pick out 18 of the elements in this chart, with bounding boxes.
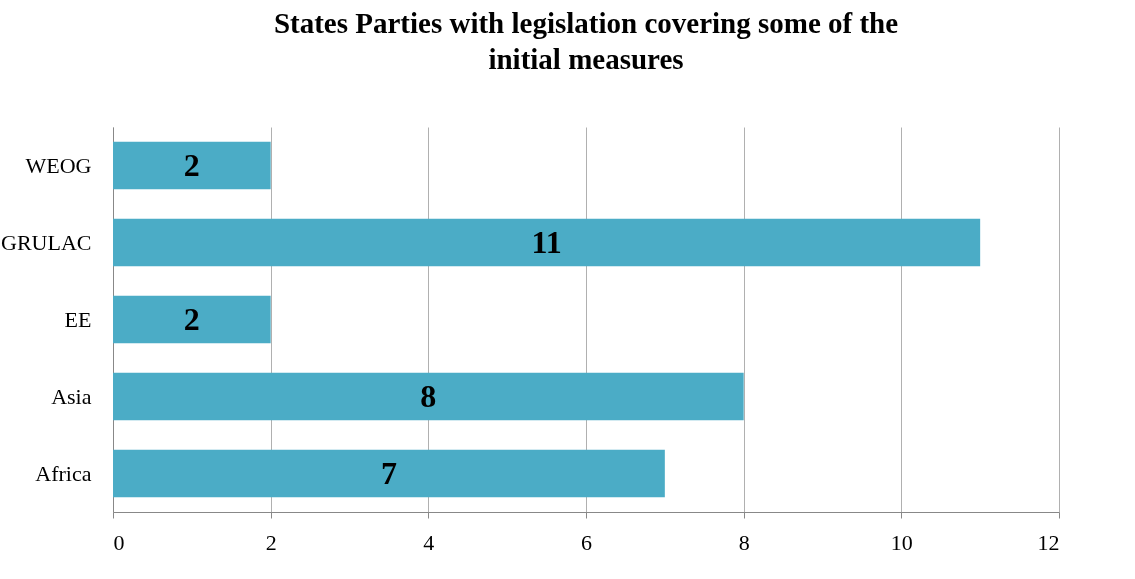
data-label: 2 — [183, 146, 200, 183]
data-label: 7 — [380, 454, 397, 491]
x-tick-label: 2 — [265, 529, 277, 555]
data-label: 8 — [420, 377, 437, 414]
x-tick-label: 4 — [423, 529, 435, 555]
x-tick-label: 12 — [1037, 529, 1060, 555]
data-label: 2 — [183, 300, 200, 337]
data-label: 11 — [531, 223, 562, 260]
x-tick-label: 8 — [738, 529, 750, 555]
x-tick-label: 0 — [113, 529, 125, 555]
chart-title: States Parties with legislation covering some of the initial measures — [273, 7, 899, 75]
y-tick-label: Asia — [51, 383, 92, 409]
x-tick-label: 6 — [581, 529, 592, 555]
y-tick-label: WEOG — [25, 152, 92, 178]
y-tick-label: EE — [64, 306, 92, 332]
y-tick-label: GRULAC — [1, 229, 92, 255]
y-tick-label: Africa — [35, 460, 92, 486]
x-tick-label: 10 — [890, 529, 913, 555]
